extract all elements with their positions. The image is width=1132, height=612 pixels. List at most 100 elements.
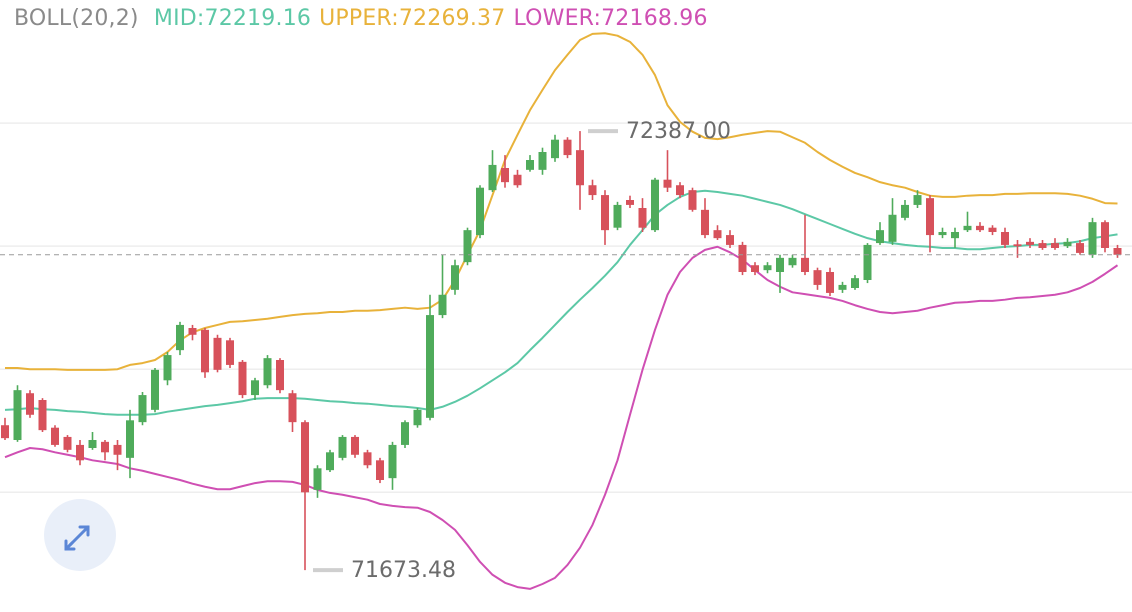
band-line — [4, 245, 1119, 590]
candle-body — [688, 190, 697, 210]
candle-body — [151, 369, 159, 410]
candle-body — [713, 230, 722, 239]
candle-body — [176, 324, 184, 351]
candle-body — [363, 452, 372, 466]
candle-body — [226, 340, 234, 365]
candle-body — [851, 278, 859, 288]
candle-body — [326, 452, 334, 471]
candle-body — [401, 422, 409, 445]
candle-body — [438, 294, 447, 316]
candle-body — [76, 444, 84, 461]
candle-body — [651, 179, 659, 231]
candle-body — [1088, 222, 1097, 255]
candle-body — [676, 185, 684, 196]
candle-body — [601, 195, 609, 231]
candle-body — [101, 441, 109, 453]
candle-body — [976, 225, 984, 231]
candle-body — [563, 139, 572, 156]
candle-body — [1063, 241, 1072, 247]
candle-body — [451, 265, 459, 290]
candle-body — [626, 200, 634, 205]
candle-body — [313, 468, 322, 490]
candle-body — [776, 257, 784, 272]
candle-body — [351, 436, 359, 455]
candle-body — [301, 422, 309, 493]
candle-body — [376, 460, 384, 480]
legend: BOLL(20,2) MID:72219.16 UPPER:72269.37 LOW… — [14, 6, 716, 31]
grid — [0, 122, 1132, 494]
candle-body — [263, 358, 272, 386]
candle-body — [213, 337, 222, 370]
candle-body — [488, 164, 497, 191]
candles — [0, 131, 1132, 571]
candle-body — [538, 152, 547, 170]
candle-body — [88, 440, 97, 448]
candle-body — [913, 195, 922, 205]
candle-body — [901, 204, 909, 218]
candle-body — [338, 436, 347, 458]
candle-body — [738, 244, 747, 272]
candle-body — [826, 272, 834, 293]
candle-body — [288, 393, 297, 423]
candle-body — [163, 355, 172, 381]
candle-body — [251, 380, 259, 396]
candle-body — [126, 420, 134, 458]
candle-body — [1076, 243, 1084, 253]
candle-body — [1013, 244, 1022, 247]
candle-body — [926, 198, 934, 236]
candle-body — [513, 174, 522, 186]
candle-body — [1026, 241, 1034, 245]
candle-body — [951, 232, 959, 239]
candle-body — [13, 390, 22, 440]
legend-entry: UPPER:72269.37 — [319, 6, 506, 31]
candle-body — [526, 160, 534, 170]
candle-body — [576, 150, 584, 186]
candle-body — [838, 284, 847, 290]
candle-body — [113, 444, 122, 455]
candle-body — [1001, 232, 1009, 245]
candle-body — [663, 179, 672, 188]
candle-body — [763, 265, 772, 271]
candle-body — [938, 232, 947, 236]
candle-body — [551, 139, 559, 159]
candle-body — [413, 409, 422, 426]
candle-body — [963, 225, 972, 231]
candle-body — [988, 227, 997, 232]
band-line — [4, 189, 1118, 416]
expand-button[interactable] — [44, 499, 116, 571]
candle-body — [1101, 222, 1109, 248]
legend-entry: LOWER:72168.96 — [513, 6, 708, 31]
candle-body — [701, 209, 709, 236]
candle-body — [501, 168, 509, 183]
candle-body — [638, 208, 647, 228]
extreme-label: 71673.48 — [351, 558, 456, 583]
candle-body — [388, 444, 397, 479]
candle-body — [1113, 248, 1122, 255]
candle-body — [426, 315, 434, 418]
annotations: 72387.00 71673.48 — [313, 119, 731, 583]
candle-body — [813, 270, 822, 285]
candle-body — [201, 329, 209, 373]
candle-body — [1038, 243, 1047, 248]
candle-body — [238, 361, 247, 396]
candle-body — [476, 187, 484, 236]
expand-icon[interactable] — [64, 525, 90, 551]
extreme-label: 72387.00 — [626, 119, 731, 144]
candle-body — [876, 230, 884, 244]
candle-body — [51, 427, 59, 445]
candle-body — [1051, 243, 1059, 248]
candle-body — [38, 400, 47, 431]
candle-body — [63, 436, 72, 450]
candle-body — [613, 204, 622, 228]
candle-body — [726, 235, 734, 245]
candle-body — [588, 185, 597, 196]
candle-body — [863, 244, 872, 280]
bands — [4, 32, 1119, 590]
indicator-name: BOLL(20,2) — [14, 6, 139, 31]
candle-body — [138, 395, 147, 423]
candle-body — [801, 257, 809, 272]
candle-body — [1, 425, 9, 439]
